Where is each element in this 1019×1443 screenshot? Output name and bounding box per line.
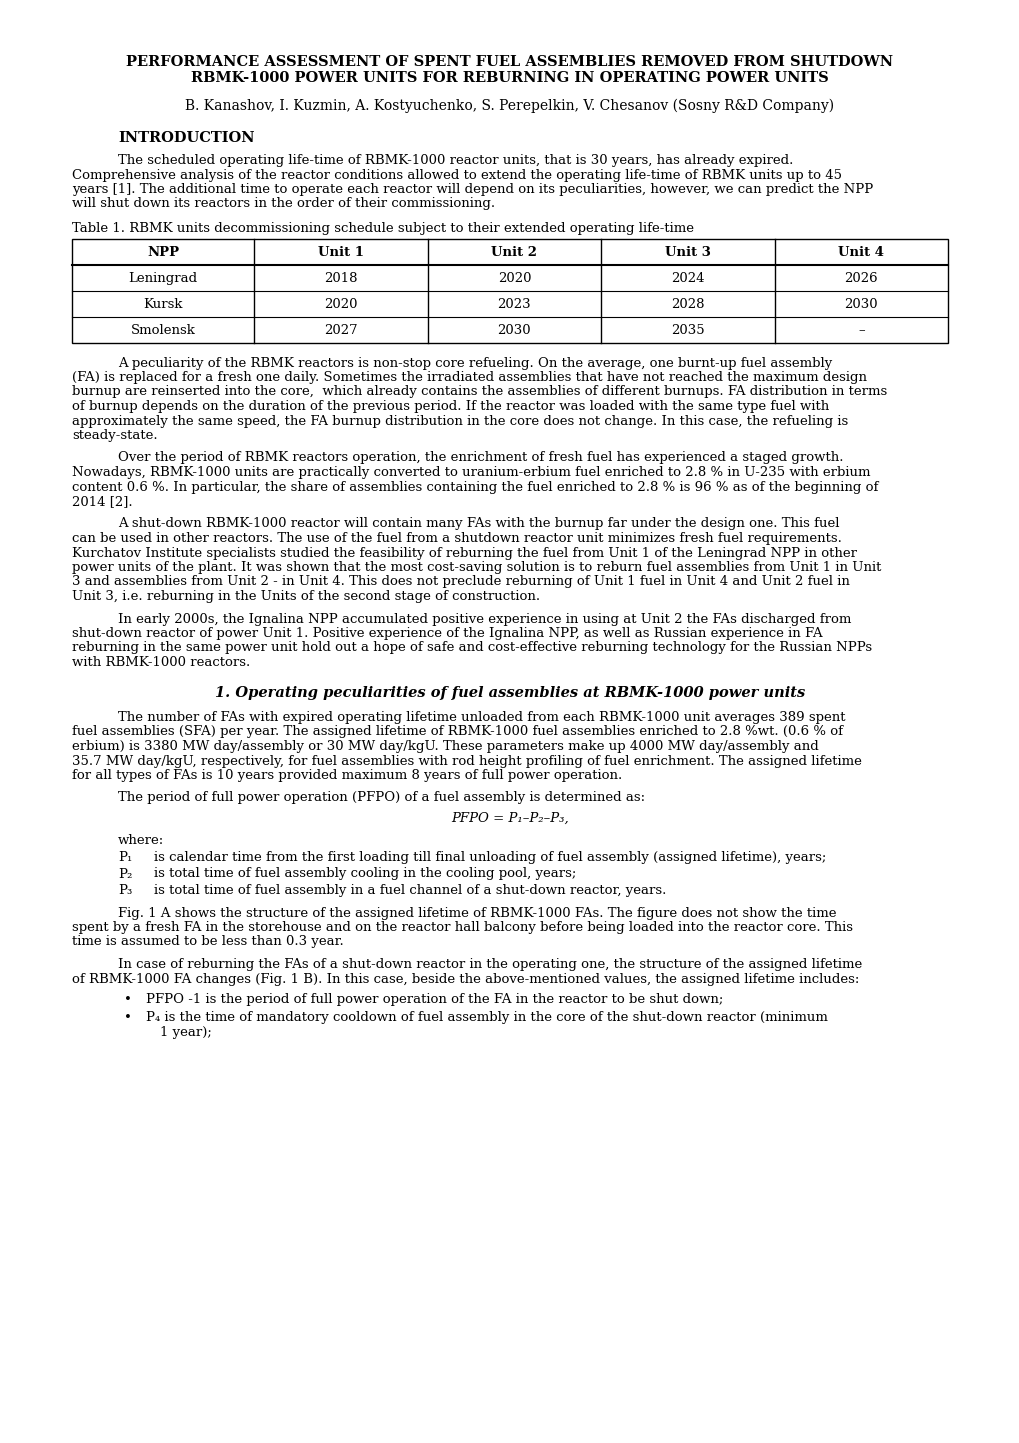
Text: PFPO -1 is the period of full power operation of the FA in the reactor to be shu: PFPO -1 is the period of full power oper… — [146, 993, 722, 1006]
Text: Unit 4: Unit 4 — [838, 245, 883, 258]
Text: will shut down its reactors in the order of their commissioning.: will shut down its reactors in the order… — [72, 198, 494, 211]
Text: is total time of fuel assembly cooling in the cooling pool, years;: is total time of fuel assembly cooling i… — [154, 867, 576, 880]
Text: burnup are reinserted into the core,  which already contains the assemblies of d: burnup are reinserted into the core, whi… — [72, 385, 887, 398]
Text: for all types of FAs is 10 years provided maximum 8 years of full power operatio: for all types of FAs is 10 years provide… — [72, 769, 622, 782]
Text: 2020: 2020 — [324, 299, 358, 312]
Text: The scheduled operating life-time of RBMK-1000 reactor units, that is 30 years, : The scheduled operating life-time of RBM… — [118, 154, 793, 167]
Text: 2030: 2030 — [497, 325, 531, 338]
Text: is calendar time from the first loading till final unloading of fuel assembly (a: is calendar time from the first loading … — [154, 851, 825, 864]
Text: 2027: 2027 — [324, 325, 358, 338]
Text: 1. Operating peculiarities of fuel assemblies at RBMK-1000 power units: 1. Operating peculiarities of fuel assem… — [215, 687, 804, 700]
Text: power units of the plant. It was shown that the most cost-saving solution is to : power units of the plant. It was shown t… — [72, 561, 880, 574]
Text: P₁: P₁ — [118, 851, 132, 864]
Text: of RBMK-1000 FA changes (Fig. 1 B). In this case, beside the above-mentioned val: of RBMK-1000 FA changes (Fig. 1 B). In t… — [72, 973, 859, 986]
Text: approximately the same speed, the FA burnup distribution in the core does not ch: approximately the same speed, the FA bur… — [72, 414, 848, 427]
Text: Comprehensive analysis of the reactor conditions allowed to extend the operating: Comprehensive analysis of the reactor co… — [72, 169, 841, 182]
Text: of burnup depends on the duration of the previous period. If the reactor was loa: of burnup depends on the duration of the… — [72, 400, 828, 413]
Text: Unit 3: Unit 3 — [664, 245, 710, 258]
Text: •: • — [124, 993, 131, 1006]
Text: is total time of fuel assembly in a fuel channel of a shut-down reactor, years.: is total time of fuel assembly in a fuel… — [154, 885, 665, 898]
Text: 2014 [2].: 2014 [2]. — [72, 495, 132, 508]
Text: P₂: P₂ — [118, 867, 132, 880]
Text: PERFORMANCE ASSESSMENT OF SPENT FUEL ASSEMBLIES REMOVED FROM SHUTDOWN: PERFORMANCE ASSESSMENT OF SPENT FUEL ASS… — [126, 55, 893, 69]
Text: Unit 1: Unit 1 — [318, 245, 364, 258]
Text: (FA) is replaced for a fresh one daily. Sometimes the irradiated assemblies that: (FA) is replaced for a fresh one daily. … — [72, 371, 866, 384]
Text: steady-state.: steady-state. — [72, 429, 158, 442]
Text: INTRODUCTION: INTRODUCTION — [118, 131, 255, 146]
Text: Fig. 1 A shows the structure of the assigned lifetime of RBMK-1000 FAs. The figu: Fig. 1 A shows the structure of the assi… — [118, 906, 836, 919]
Text: Table 1. RBMK units decommissioning schedule subject to their extended operating: Table 1. RBMK units decommissioning sche… — [72, 222, 693, 235]
Bar — [72, 238, 947, 342]
Text: 2026: 2026 — [844, 271, 877, 286]
Text: 2020: 2020 — [497, 271, 531, 286]
Text: P₄ is the time of mandatory cooldown of fuel assembly in the core of the shut-do: P₄ is the time of mandatory cooldown of … — [146, 1012, 827, 1025]
Text: can be used in other reactors. The use of the fuel from a shutdown reactor unit : can be used in other reactors. The use o… — [72, 532, 841, 545]
Text: P₃: P₃ — [118, 885, 132, 898]
Text: 2018: 2018 — [324, 271, 358, 286]
Text: •: • — [124, 1012, 131, 1025]
Text: The period of full power operation (PFPO) of a fuel assembly is determined as:: The period of full power operation (PFPO… — [118, 792, 644, 805]
Text: 1 year);: 1 year); — [160, 1026, 212, 1039]
Text: with RBMK-1000 reactors.: with RBMK-1000 reactors. — [72, 657, 250, 670]
Text: shut-down reactor of power Unit 1. Positive experience of the Ignalina NPP, as w: shut-down reactor of power Unit 1. Posit… — [72, 628, 821, 641]
Text: RBMK-1000 POWER UNITS FOR REBURNING IN OPERATING POWER UNITS: RBMK-1000 POWER UNITS FOR REBURNING IN O… — [191, 71, 828, 85]
Text: Kursk: Kursk — [144, 299, 182, 312]
Text: 2023: 2023 — [497, 299, 531, 312]
Text: Kurchatov Institute specialists studied the feasibility of reburning the fuel fr: Kurchatov Institute specialists studied … — [72, 547, 856, 560]
Text: Smolensk: Smolensk — [130, 325, 196, 338]
Text: 2028: 2028 — [671, 299, 704, 312]
Text: 3 and assemblies from Unit 2 - in Unit 4. This does not preclude reburning of Un: 3 and assemblies from Unit 2 - in Unit 4… — [72, 576, 849, 589]
Text: In early 2000s, the Ignalina NPP accumulated positive experience in using at Uni: In early 2000s, the Ignalina NPP accumul… — [118, 612, 851, 625]
Text: NPP: NPP — [147, 245, 179, 258]
Text: years [1]. The additional time to operate each reactor will depend on its peculi: years [1]. The additional time to operat… — [72, 183, 872, 196]
Text: Leningrad: Leningrad — [128, 271, 198, 286]
Text: The number of FAs with expired operating lifetime unloaded from each RBMK-1000 u: The number of FAs with expired operating… — [118, 711, 845, 724]
Text: In case of reburning the FAs of a shut-down reactor in the operating one, the st: In case of reburning the FAs of a shut-d… — [118, 958, 861, 971]
Text: spent by a fresh FA in the storehouse and on the reactor hall balcony before bei: spent by a fresh FA in the storehouse an… — [72, 921, 852, 934]
Text: PFPO = P₁–P₂–P₃,: PFPO = P₁–P₂–P₃, — [450, 812, 569, 825]
Text: 2030: 2030 — [844, 299, 877, 312]
Text: Unit 3, i.e. reburning in the Units of the second stage of construction.: Unit 3, i.e. reburning in the Units of t… — [72, 590, 540, 603]
Text: Over the period of RBMK reactors operation, the enrichment of fresh fuel has exp: Over the period of RBMK reactors operati… — [118, 452, 843, 465]
Text: 2024: 2024 — [671, 271, 704, 286]
Text: –: – — [857, 325, 864, 338]
Text: reburning in the same power unit hold out a hope of safe and cost-effective rebu: reburning in the same power unit hold ou… — [72, 642, 871, 655]
Text: B. Kanashov, I. Kuzmin, A. Kostyuchenko, S. Perepelkin, V. Chesanov (Sosny R&D C: B. Kanashov, I. Kuzmin, A. Kostyuchenko,… — [185, 100, 834, 114]
Text: erbium) is 3380 MW day/assembly or 30 MW day/kgU. These parameters make up 4000 : erbium) is 3380 MW day/assembly or 30 MW… — [72, 740, 818, 753]
Text: Nowadays, RBMK-1000 units are practically converted to uranium-erbium fuel enric: Nowadays, RBMK-1000 units are practicall… — [72, 466, 869, 479]
Text: Unit 2: Unit 2 — [491, 245, 537, 258]
Text: content 0.6 %. In particular, the share of assemblies containing the fuel enrich: content 0.6 %. In particular, the share … — [72, 481, 877, 494]
Text: A shut-down RBMK-1000 reactor will contain many FAs with the burnup far under th: A shut-down RBMK-1000 reactor will conta… — [118, 518, 839, 531]
Text: 2035: 2035 — [671, 325, 704, 338]
Text: A peculiarity of the RBMK reactors is non-stop core refueling. On the average, o: A peculiarity of the RBMK reactors is no… — [118, 356, 832, 369]
Text: time is assumed to be less than 0.3 year.: time is assumed to be less than 0.3 year… — [72, 935, 343, 948]
Text: fuel assemblies (SFA) per year. The assigned lifetime of RBMK-1000 fuel assembli: fuel assemblies (SFA) per year. The assi… — [72, 726, 842, 739]
Text: where:: where: — [118, 834, 164, 847]
Text: 35.7 MW day/kgU, respectively, for fuel assemblies with rod height profiling of : 35.7 MW day/kgU, respectively, for fuel … — [72, 755, 861, 768]
